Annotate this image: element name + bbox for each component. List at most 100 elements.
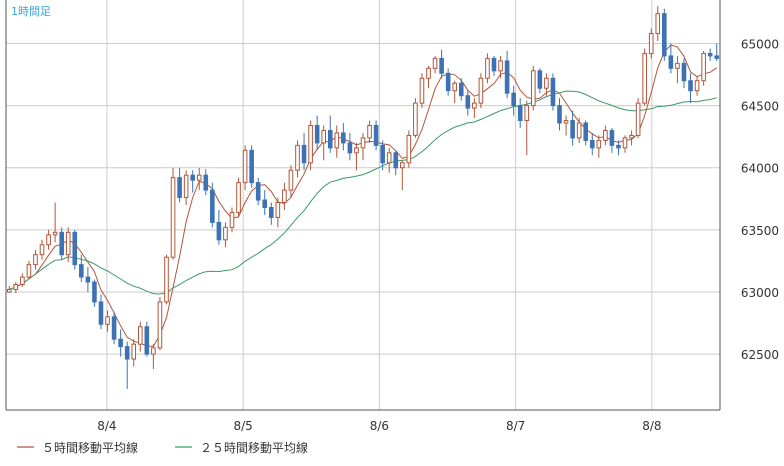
candle-body-up — [13, 284, 19, 290]
x-tick-label: 8/6 — [370, 419, 389, 433]
candle — [157, 296, 163, 351]
candle — [714, 43, 720, 61]
candle-body-down — [59, 231, 64, 256]
candle-body-up — [367, 124, 372, 139]
candle-body-up — [563, 120, 569, 124]
candle — [675, 55, 680, 84]
candle — [236, 177, 241, 218]
x-tick-label: 8/7 — [506, 419, 525, 433]
candle-body-down — [517, 105, 523, 122]
candle-body-up — [400, 162, 405, 169]
candle-body-down — [262, 199, 268, 208]
candle — [557, 98, 562, 131]
candle-body-up — [275, 202, 281, 218]
candle-body-up — [223, 226, 228, 241]
candle — [688, 73, 693, 104]
candle-body-down — [92, 281, 97, 303]
candle — [288, 165, 294, 198]
candle-body-up — [655, 13, 661, 35]
candle-body-up — [360, 137, 366, 149]
candle — [327, 115, 333, 153]
candles — [6, 6, 720, 389]
candle-body-down — [609, 129, 615, 146]
candle-body-up — [648, 33, 654, 54]
x-tick-label: 8/5 — [233, 419, 252, 433]
candle-body-down — [714, 55, 720, 59]
candle-body-down — [373, 124, 379, 146]
candle — [504, 50, 510, 99]
candle — [151, 344, 156, 369]
candle — [393, 150, 399, 176]
candle — [33, 249, 38, 270]
candle — [648, 28, 654, 59]
candle — [26, 260, 32, 280]
candle-body-up — [622, 137, 628, 149]
candle-body-up — [701, 52, 706, 82]
candle-body-down — [688, 80, 693, 92]
candle-body-down — [111, 316, 117, 340]
candle — [439, 49, 444, 79]
candle — [65, 227, 71, 263]
candle — [583, 120, 589, 146]
candle — [59, 227, 64, 260]
candle-body-up — [157, 301, 163, 349]
candle — [203, 168, 209, 196]
candle-body-down — [616, 144, 621, 149]
candle-body-up — [282, 189, 287, 204]
candle-body-up — [288, 169, 294, 191]
candle — [524, 100, 530, 156]
candle-body-up — [531, 70, 536, 107]
candle — [635, 98, 641, 138]
candle-body-up — [20, 276, 25, 286]
candle-body-down — [190, 174, 195, 181]
candle-body-up — [52, 231, 58, 236]
candle — [98, 294, 104, 330]
candle-body-down — [380, 144, 385, 164]
candle-body-up — [544, 77, 549, 89]
candle — [282, 182, 287, 210]
candle-body-up — [452, 82, 458, 92]
candle — [242, 145, 248, 191]
candle-body-up — [39, 244, 45, 256]
candle — [308, 120, 313, 171]
candle — [6, 285, 12, 294]
candle-body-down — [550, 77, 556, 107]
candle — [511, 85, 516, 116]
candle-body-down — [583, 122, 589, 141]
candle — [432, 55, 438, 74]
candle — [190, 170, 195, 193]
candle — [170, 167, 176, 260]
y-tick-label: 65000 — [741, 37, 779, 51]
candle — [354, 142, 359, 171]
candle — [485, 53, 490, 84]
candle-body-up — [33, 254, 38, 266]
y-axis-ticks: 62500 63000 63500 64000 64500 65000 — [741, 37, 779, 362]
candle-body-up — [308, 124, 313, 164]
candle-body-down — [439, 57, 444, 74]
candle-body-down — [177, 177, 182, 199]
candle-body-up — [406, 134, 412, 164]
y-tick-label: 64000 — [741, 162, 779, 176]
candle — [295, 140, 300, 178]
candle — [642, 48, 647, 106]
candle — [255, 177, 261, 205]
candle-body-up — [151, 347, 156, 355]
x-tick-label: 8/8 — [642, 419, 661, 433]
candle-body-down — [681, 62, 687, 82]
candle-body-up — [675, 62, 680, 69]
candle-body-up — [596, 139, 602, 149]
candle — [681, 58, 687, 89]
candle — [229, 207, 235, 233]
candle — [92, 279, 97, 307]
candle — [164, 254, 169, 305]
candle — [537, 68, 543, 94]
candle-body-down — [203, 174, 209, 191]
candle — [491, 55, 497, 76]
candle — [46, 229, 51, 250]
grid — [6, 0, 720, 410]
candle — [85, 267, 91, 292]
candle — [622, 135, 628, 153]
candle-body-up — [603, 129, 608, 141]
candle-body-up — [295, 144, 300, 171]
candle-body-up — [137, 326, 143, 345]
